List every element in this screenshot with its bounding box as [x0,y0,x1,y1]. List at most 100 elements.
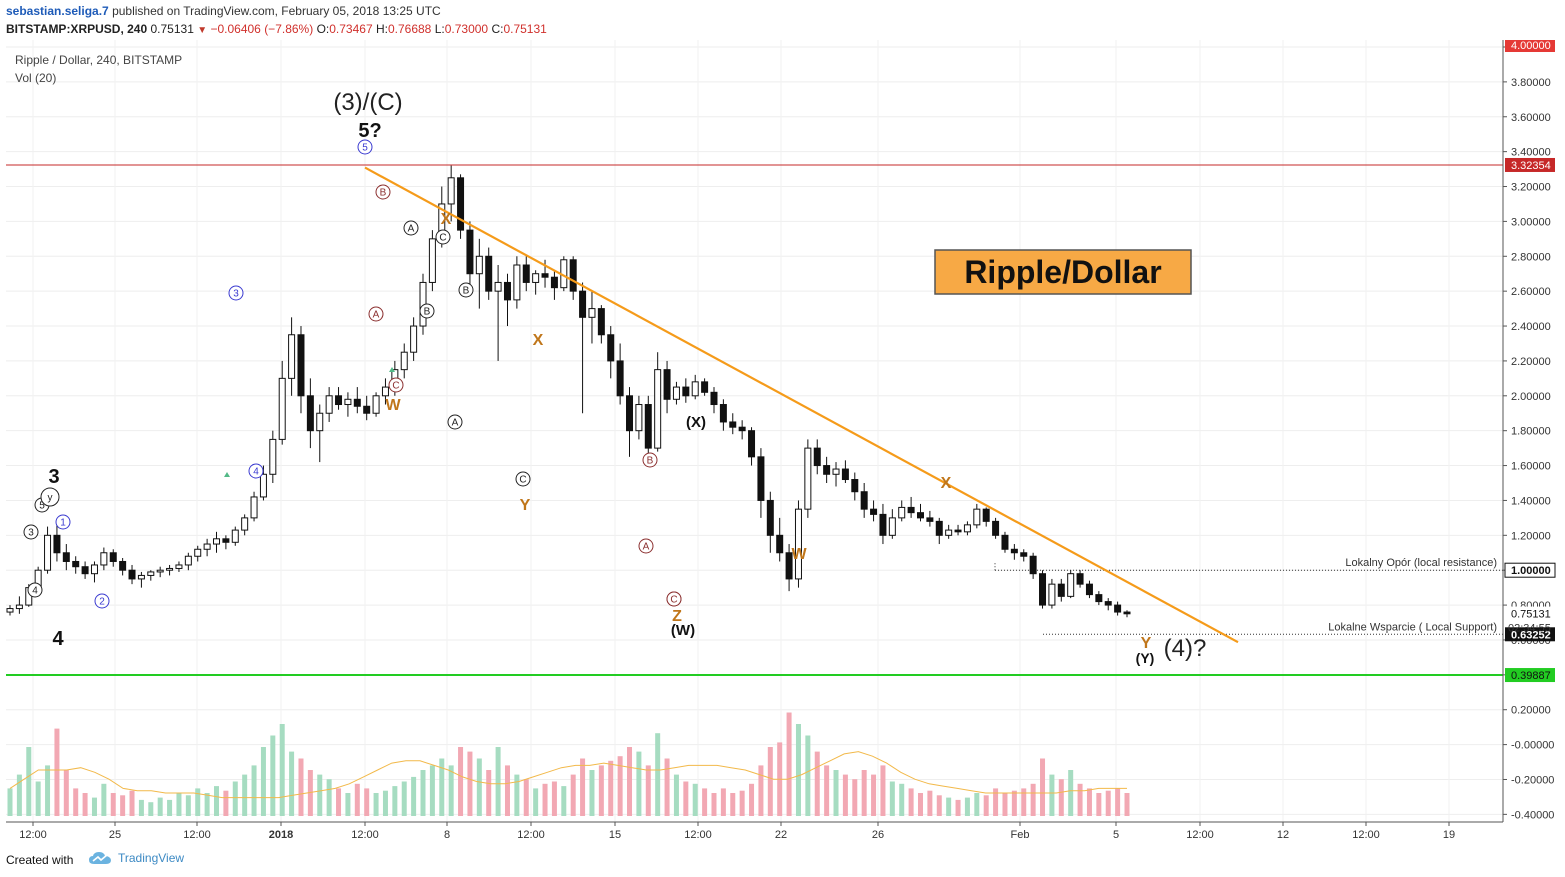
price-label-text: 0.75131 [1511,609,1551,621]
candle-body [701,381,709,393]
volume-bar [1115,788,1121,816]
volume-bar [814,751,820,816]
candle-body [916,512,924,519]
candle-body [541,273,549,278]
wave-label: Y [520,497,531,514]
price-label-bg [1505,157,1555,172]
volume-bar [880,765,886,816]
volume-bar [1002,793,1008,816]
volume-bar [336,788,342,816]
circle-marker [447,414,463,430]
volume-bar [82,793,88,816]
candle-body [400,351,408,371]
volume-bar [317,774,323,816]
tradingview-link[interactable]: TradingView [88,851,184,865]
circle-marker-text: B [463,286,470,297]
circle-marker [23,524,39,540]
price-axis-tick-label: 1.80000 [1511,426,1551,438]
circle-marker-text: B [424,307,431,318]
open-label: O: [316,22,330,36]
time-axis-tick-label: 15 [609,829,621,841]
price-axis-tick-label: 3.80000 [1511,77,1551,89]
volume-bar [439,758,445,816]
volume-bar [683,781,689,816]
candle-body [898,506,906,519]
candle-body [672,386,680,400]
volume-bar [467,751,473,816]
title-banner [934,249,1192,295]
volume-bar [833,770,839,816]
circle-marker [94,593,110,609]
candle-body [6,608,14,613]
candle-body [719,404,727,423]
circle-marker-text: A [643,542,650,553]
low-label: L: [434,22,445,36]
time-axis-tick-label: 12:00 [1352,829,1380,841]
volume-bar [279,724,285,816]
candle-body [579,290,587,318]
close-label: C: [491,22,504,36]
candle-body [682,386,690,397]
volume-bar [936,795,942,816]
wave-labels: (3)/(C) 5? 3 4 (X) (W) (Y) (4)? X X X W W Y Y Z [48,89,1206,666]
price-label-bg [1505,606,1555,621]
volume-bar [26,747,32,816]
volume-bar [1105,790,1111,816]
volume-bar [495,747,501,816]
circle-marker-text: 5 [39,501,45,512]
volume-bar [673,774,679,816]
wave-label: Z [672,608,682,625]
circle-marker-text: 3 [233,289,239,300]
legend-volume: Vol (20) [15,71,57,85]
price-chart[interactable]: Lokalny Opór (local resistance) Lokalne W… [0,40,1565,846]
candle-body [184,555,192,566]
volume-bar [1058,779,1064,816]
candle-body [1010,548,1018,554]
volume-bar [1011,790,1017,816]
volume-bar [129,790,135,816]
price-axis-tick-label: 2.20000 [1511,356,1551,368]
volume-bar [91,797,97,816]
circle-marker-text: B [647,456,654,467]
volume-bar [204,793,210,816]
last-price: 0.75131 [150,22,194,36]
candle-body [729,421,737,428]
tradingview-brand: TradingView [118,851,185,865]
time-axis-tick-label: Feb [1011,829,1030,841]
candle-body [738,426,746,432]
volume-bar [711,793,717,816]
wave-label: X [533,332,544,349]
candle-body [306,395,314,432]
price-label-box: 0.39887 [1505,668,1555,683]
circle-marker-text: y [48,493,53,504]
volume-bar [533,788,539,816]
volume-bar [401,781,407,816]
candle-body [166,567,174,571]
candle-body [466,229,474,275]
publisher-username[interactable]: sebastian.seliga.7 [6,4,109,18]
volume-bar [927,790,933,816]
circle-marker-text: A [452,418,459,429]
volume-bar [298,758,304,816]
candle-body [428,238,436,283]
descending-trendline [364,166,1239,644]
candle-body [992,520,1000,536]
candle-body [532,273,540,283]
volume-bar [908,788,914,816]
volume-bar [514,774,520,816]
volume-bar [1124,793,1130,816]
publisher-line: sebastian.seliga.7 published on TradingV… [6,4,441,18]
candle-body [935,520,943,536]
candle-body [119,560,127,571]
symbol-label[interactable]: BITSTAMP:XRPUSD, 240 [6,22,148,36]
volume-bar [223,790,229,816]
candle-body [766,499,774,536]
candle-body [447,177,455,205]
volume-bar [307,770,313,816]
candle-body [241,517,249,531]
volume-bar [758,765,764,816]
volume-bar [786,712,792,816]
volume-bar [993,788,999,816]
volume-bar [345,793,351,816]
wave-label: Y [1141,635,1152,652]
